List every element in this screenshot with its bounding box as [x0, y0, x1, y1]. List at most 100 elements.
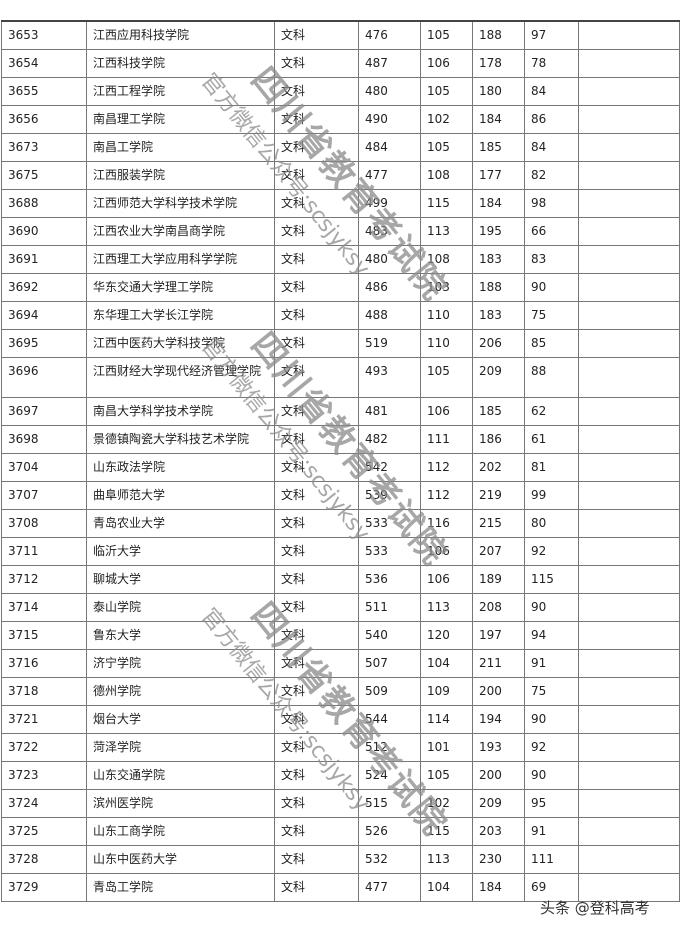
cell-school-name: 曲阜师范大学: [86, 481, 275, 510]
cell-score-2: 194: [472, 705, 525, 734]
cell-note: [578, 509, 680, 538]
footer-credit: 头条 @登科高考: [540, 899, 650, 917]
table-row: 3708 青岛农业大学 文科 533 116 215 80: [1, 509, 680, 538]
table-row: 3673 南昌工学院 文科 484 105 185 84: [1, 133, 680, 162]
cell-score-total: 486: [358, 273, 421, 302]
cell-code: 3696: [1, 357, 87, 398]
cell-code: 3716: [1, 649, 87, 678]
cell-school-name: 江西农业大学南昌商学院: [86, 217, 275, 246]
cell-school-name: 鲁东大学: [86, 621, 275, 650]
cell-score-1: 110: [420, 329, 473, 358]
cell-school-name: 南昌工学院: [86, 133, 275, 162]
cell-score-1: 105: [420, 761, 473, 790]
cell-school-name: 江西工程学院: [86, 77, 275, 106]
cell-score-total: 487: [358, 49, 421, 78]
cell-score-2: 200: [472, 677, 525, 706]
table-row: 3675 江西服装学院 文科 477 108 177 82: [1, 161, 680, 190]
cell-school-name: 江西师范大学科学技术学院: [86, 189, 275, 218]
cell-score-total: 476: [358, 20, 421, 50]
cell-score-3: 94: [524, 621, 579, 650]
cell-score-3: 91: [524, 817, 579, 846]
cell-score-3: 81: [524, 453, 579, 482]
cell-score-total: 524: [358, 761, 421, 790]
cell-code: 3698: [1, 425, 87, 454]
cell-code: 3690: [1, 217, 87, 246]
cell-code: 3707: [1, 481, 87, 510]
cell-score-total: 481: [358, 397, 421, 426]
cell-score-total: 511: [358, 593, 421, 622]
cell-score-1: 120: [420, 621, 473, 650]
cell-score-2: 193: [472, 733, 525, 762]
cell-code: 3729: [1, 873, 87, 902]
cell-score-total: 519: [358, 329, 421, 358]
cell-score-3: 91: [524, 649, 579, 678]
cell-score-total: 533: [358, 509, 421, 538]
cell-score-2: 209: [472, 789, 525, 818]
cell-note: [578, 329, 680, 358]
cell-score-2: 185: [472, 133, 525, 162]
cell-score-total: 482: [358, 425, 421, 454]
cell-score-3: 82: [524, 161, 579, 190]
cell-note: [578, 245, 680, 274]
table-row: 3655 江西工程学院 文科 480 105 180 84: [1, 77, 680, 106]
cell-category: 文科: [274, 845, 359, 874]
cell-note: [578, 817, 680, 846]
cell-score-2: 185: [472, 397, 525, 426]
cell-note: [578, 49, 680, 78]
cell-code: 3724: [1, 789, 87, 818]
cell-note: [578, 20, 680, 50]
cell-score-3: 92: [524, 733, 579, 762]
cell-school-name: 南昌理工学院: [86, 105, 275, 134]
cell-code: 3712: [1, 565, 87, 594]
cell-category: 文科: [274, 453, 359, 482]
cell-category: 文科: [274, 77, 359, 106]
cell-score-3: 92: [524, 537, 579, 566]
cell-category: 文科: [274, 329, 359, 358]
cell-category: 文科: [274, 509, 359, 538]
cell-score-1: 113: [420, 593, 473, 622]
cell-school-name: 江西中医药大学科技学院: [86, 329, 275, 358]
cell-note: [578, 621, 680, 650]
cell-note: [578, 593, 680, 622]
cell-score-1: 116: [420, 509, 473, 538]
cell-note: [578, 453, 680, 482]
cell-category: 文科: [274, 621, 359, 650]
cell-note: [578, 705, 680, 734]
cell-code: 3715: [1, 621, 87, 650]
cell-score-3: 75: [524, 301, 579, 330]
cell-score-3: 90: [524, 761, 579, 790]
cell-category: 文科: [274, 565, 359, 594]
cell-category: 文科: [274, 20, 359, 50]
cell-score-3: 90: [524, 273, 579, 302]
cell-score-1: 115: [420, 189, 473, 218]
cell-score-3: 75: [524, 677, 579, 706]
table-row: 3704 山东政法学院 文科 542 112 202 81: [1, 453, 680, 482]
cell-score-3: 90: [524, 705, 579, 734]
cell-score-1: 105: [420, 133, 473, 162]
cell-score-3: 111: [524, 845, 579, 874]
cell-score-2: 183: [472, 301, 525, 330]
cell-code: 3718: [1, 677, 87, 706]
table-row: 3715 鲁东大学 文科 540 120 197 94: [1, 621, 680, 650]
cell-score-total: 532: [358, 845, 421, 874]
cell-score-2: 178: [472, 49, 525, 78]
cell-note: [578, 761, 680, 790]
cell-score-2: 195: [472, 217, 525, 246]
cell-score-1: 105: [420, 77, 473, 106]
table-row: 3722 菏泽学院 文科 512 101 193 92: [1, 733, 680, 762]
cell-score-1: 104: [420, 649, 473, 678]
table-row: 3714 泰山学院 文科 511 113 208 90: [1, 593, 680, 622]
cell-score-2: 188: [472, 273, 525, 302]
cell-score-3: 99: [524, 481, 579, 510]
cell-code: 3697: [1, 397, 87, 426]
cell-score-1: 101: [420, 733, 473, 762]
cell-school-name: 菏泽学院: [86, 733, 275, 762]
cell-score-2: 183: [472, 245, 525, 274]
cell-category: 文科: [274, 273, 359, 302]
cell-score-1: 114: [420, 705, 473, 734]
cell-school-name: 泰山学院: [86, 593, 275, 622]
cell-category: 文科: [274, 593, 359, 622]
cell-score-1: 112: [420, 481, 473, 510]
cell-school-name: 景德镇陶瓷大学科技艺术学院: [86, 425, 275, 454]
cell-code: 3708: [1, 509, 87, 538]
